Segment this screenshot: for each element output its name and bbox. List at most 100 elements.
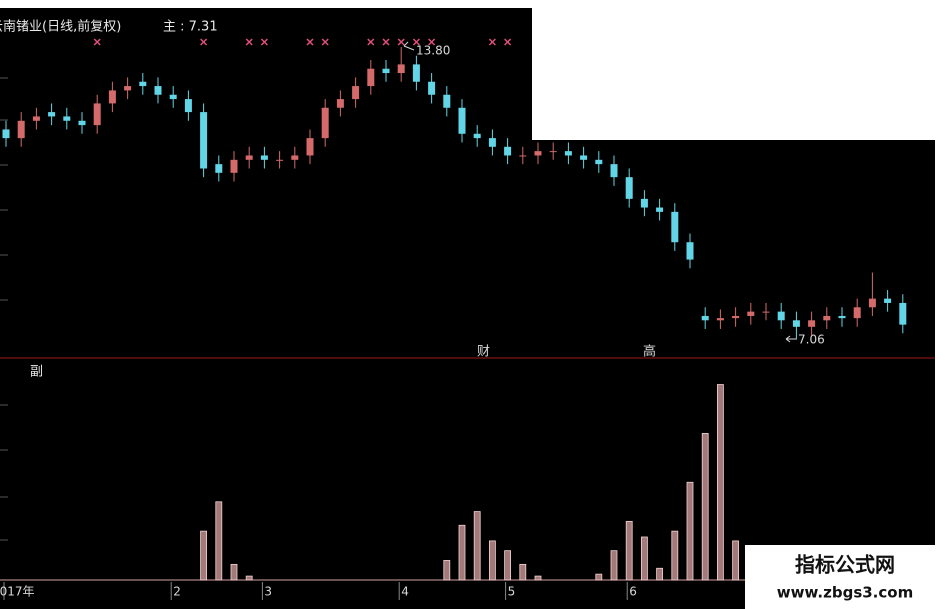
candle-body xyxy=(686,242,694,260)
candle-body xyxy=(443,94,451,108)
candle-body xyxy=(549,151,557,153)
top-right-area xyxy=(532,0,945,140)
candle-body xyxy=(868,298,876,308)
candle-body xyxy=(580,155,588,160)
candle-body xyxy=(32,116,40,121)
candle-body xyxy=(93,103,101,126)
signal-mark xyxy=(504,38,512,46)
candle-body xyxy=(504,146,512,156)
note: 高 xyxy=(643,344,656,360)
signal-mark xyxy=(260,38,268,46)
candle-body xyxy=(534,151,542,156)
candle-body xyxy=(397,64,405,74)
signal-mark xyxy=(428,38,436,46)
min-arrow xyxy=(785,335,797,343)
bar xyxy=(701,433,709,581)
bar xyxy=(215,501,223,581)
x-tick-label: 3 xyxy=(264,585,272,599)
candle-body xyxy=(701,315,709,321)
candle-body xyxy=(640,198,648,208)
candle-body xyxy=(656,207,664,212)
candle-body xyxy=(610,164,618,178)
candle-body xyxy=(367,68,375,87)
candle-body xyxy=(2,129,10,139)
bar xyxy=(458,524,466,581)
candle-body xyxy=(716,318,724,321)
watermark-url: www.zbgs3.com xyxy=(777,584,913,602)
candle-body xyxy=(519,155,527,157)
candle-body xyxy=(747,311,755,316)
candle-body xyxy=(124,86,132,91)
bar xyxy=(230,563,238,581)
bar xyxy=(488,540,496,581)
candle-body xyxy=(777,311,785,321)
candle-body xyxy=(154,86,162,95)
candle-body xyxy=(428,81,436,95)
bar xyxy=(473,511,481,581)
plot: 2017年 2 3 4 5 6 xyxy=(0,38,935,600)
bar xyxy=(504,550,512,581)
candle-body xyxy=(291,155,299,160)
signal-mark xyxy=(93,38,101,46)
bar xyxy=(656,567,663,581)
signal-mark xyxy=(245,38,253,46)
bar xyxy=(717,384,724,581)
bar xyxy=(443,560,451,581)
x-tick-label: 4 xyxy=(401,585,409,599)
watermark-title: 指标公式网 xyxy=(795,553,895,577)
candle-body xyxy=(245,155,253,160)
min-label: 7.06 xyxy=(798,333,825,347)
bar xyxy=(671,530,679,581)
bar xyxy=(534,575,542,581)
x-tick-label: 2017年 xyxy=(0,585,35,599)
max-arrow xyxy=(403,41,415,51)
candle-body xyxy=(808,320,816,327)
candle-body xyxy=(215,164,223,173)
candle-body xyxy=(625,177,633,199)
candle-body xyxy=(139,81,147,87)
candle-body xyxy=(17,120,25,139)
signal-mark xyxy=(382,38,390,46)
x-tick-label: 5 xyxy=(508,585,516,599)
candle-body xyxy=(200,112,208,169)
main-label: 主 : 7.31 xyxy=(163,20,218,35)
candle-body xyxy=(564,151,572,156)
right-strip xyxy=(935,140,945,545)
signal-mark xyxy=(397,38,405,46)
top-strip xyxy=(0,0,532,8)
candle-body xyxy=(336,99,344,108)
candle-body xyxy=(184,99,192,113)
signal-mark xyxy=(367,38,375,46)
candle-body xyxy=(732,315,740,319)
sub-label: 副 xyxy=(30,365,43,380)
candle-body xyxy=(853,307,861,319)
candle-body xyxy=(458,107,466,134)
bar xyxy=(595,573,603,581)
candle-body xyxy=(671,211,679,243)
candle-body xyxy=(48,112,56,117)
candle-body xyxy=(260,155,268,160)
bar xyxy=(200,530,208,581)
candle-body xyxy=(230,159,238,173)
candle-body xyxy=(823,315,831,321)
candle-body xyxy=(352,86,360,100)
candle-body xyxy=(488,138,496,147)
bar xyxy=(641,536,648,581)
bar xyxy=(686,481,694,581)
left-ticks xyxy=(0,77,8,541)
title: 云南锗业(日线,前复权) xyxy=(0,19,121,35)
candle-body xyxy=(321,107,329,139)
signal-mark xyxy=(321,38,329,46)
bar xyxy=(625,520,633,581)
bar xyxy=(610,550,618,581)
candle-body xyxy=(169,94,177,100)
candle-body xyxy=(473,133,481,139)
max-label: 13.80 xyxy=(416,44,450,58)
candle-body xyxy=(884,298,892,303)
bar xyxy=(519,563,527,581)
signal-mark xyxy=(200,38,208,46)
bar xyxy=(245,575,253,581)
signal-mark xyxy=(412,38,420,46)
